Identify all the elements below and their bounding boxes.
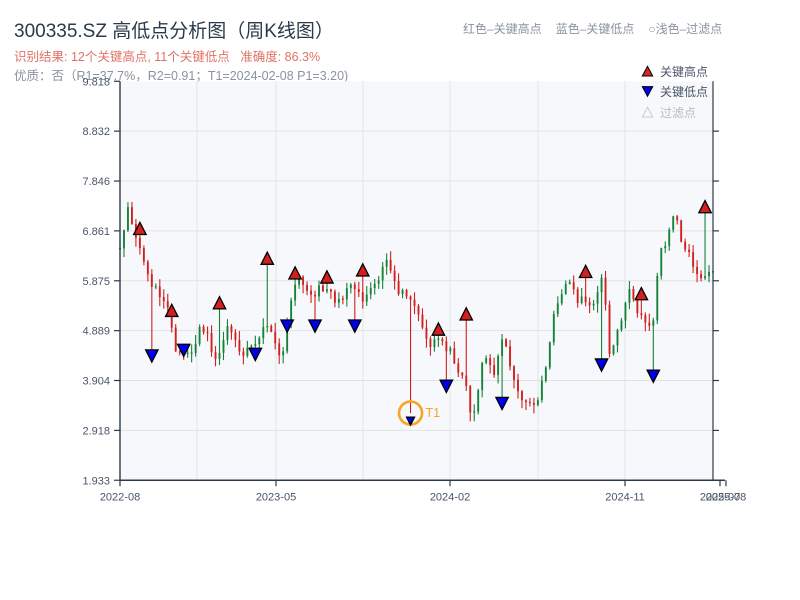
svg-text:5.875: 5.875 — [82, 276, 110, 288]
svg-text:9.818: 9.818 — [82, 76, 110, 88]
svg-text:6.861: 6.861 — [82, 226, 110, 238]
svg-text:8.832: 8.832 — [82, 126, 110, 138]
svg-text:7.846: 7.846 — [82, 176, 110, 188]
svg-text:2.918: 2.918 — [82, 425, 110, 437]
svg-text:2024-11: 2024-11 — [605, 491, 645, 503]
svg-text:2024-02: 2024-02 — [430, 491, 470, 503]
svg-text:2022-08: 2022-08 — [100, 491, 140, 503]
svg-text:1.933: 1.933 — [82, 475, 110, 487]
svg-text:3.904: 3.904 — [82, 376, 110, 388]
svg-text:2025-08: 2025-08 — [706, 491, 746, 503]
svg-text:2023-05: 2023-05 — [256, 491, 296, 503]
svg-text:4.889: 4.889 — [82, 326, 110, 338]
svg-text:T1: T1 — [426, 406, 441, 420]
